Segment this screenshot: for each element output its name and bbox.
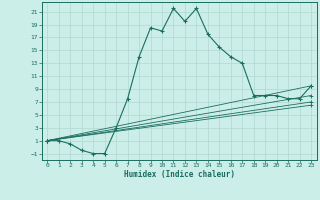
X-axis label: Humidex (Indice chaleur): Humidex (Indice chaleur): [124, 170, 235, 179]
